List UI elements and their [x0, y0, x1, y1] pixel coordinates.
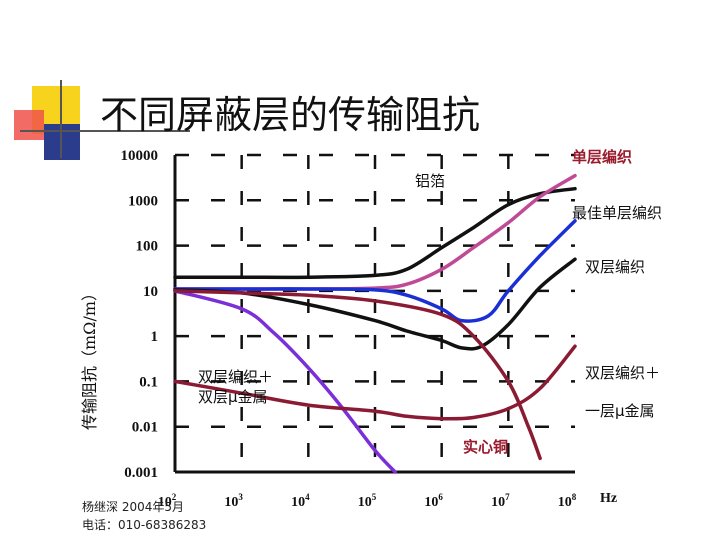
annotation-double-braid-single-mu-line1: 双层编织＋ [585, 364, 660, 382]
deco-red-square [14, 110, 44, 140]
x-tick-exponent: 2 [172, 492, 177, 502]
chart-series [173, 173, 577, 474]
deco-horizontal-line [20, 130, 190, 132]
annotation-double-braid-double-mu-line1: 双层编织＋ [198, 368, 273, 386]
y-tick-label: 100 [136, 239, 159, 255]
x-tick-label: 106 [424, 492, 443, 510]
series-line-2 [173, 219, 577, 323]
deco-vertical-line [60, 80, 62, 158]
slide-title: 不同屏蔽层的传输阻抗 [100, 93, 481, 137]
annotation-solid-copper: 实心铜 [463, 438, 508, 456]
y-tick-label: 10 [143, 284, 158, 300]
x-tick-exponent: 6 [438, 492, 443, 502]
series-line-0 [173, 186, 577, 280]
y-tick-label: 10000 [121, 148, 159, 164]
annotation-aluminum-foil: 铝箔 [415, 172, 445, 190]
annotation-single-braid: 单层编织 [572, 148, 632, 166]
y-tick-label: 1000 [128, 193, 158, 209]
x-tick-label: 104 [291, 492, 310, 510]
x-tick-label: 103 [224, 492, 243, 510]
x-axis-unit: Hz [600, 491, 617, 506]
x-tick-exponent: 5 [372, 492, 377, 502]
annotation-double-braid: 双层编织 [585, 258, 645, 276]
chart-axes [173, 155, 575, 474]
annotation-double-braid-single-mu-line2: 一层μ金属 [585, 402, 655, 420]
y-tick-label: 0.1 [139, 374, 158, 390]
series-line-3 [173, 257, 577, 351]
x-tick-label: 105 [358, 492, 377, 510]
y-tick-label: 0.01 [132, 420, 158, 436]
x-tick-label: 107 [491, 492, 510, 510]
x-tick-exponent: 4 [305, 492, 310, 502]
footer-phone: 电话：010-68386283 [82, 518, 207, 532]
y-tick-label: 1 [151, 329, 159, 345]
series-line-6 [173, 289, 542, 461]
annotation-double-braid-double-mu-line2: 双层μ金属 [198, 388, 268, 406]
footer-author-date: 杨继深 2004年5月 [82, 500, 184, 514]
series-line-4 [173, 289, 397, 474]
x-tick-exponent: 7 [505, 492, 510, 502]
series-line-5 [173, 344, 577, 421]
y-axis-label: 传输阻抗（mΩ/m） [80, 285, 99, 430]
x-tick-label: 108 [558, 492, 577, 510]
annotation-best-single-braid: 最佳单层编织 [572, 204, 662, 222]
y-tick-label: 0.001 [124, 465, 158, 481]
x-tick-exponent: 8 [572, 492, 577, 502]
x-tick-exponent: 3 [238, 492, 243, 502]
